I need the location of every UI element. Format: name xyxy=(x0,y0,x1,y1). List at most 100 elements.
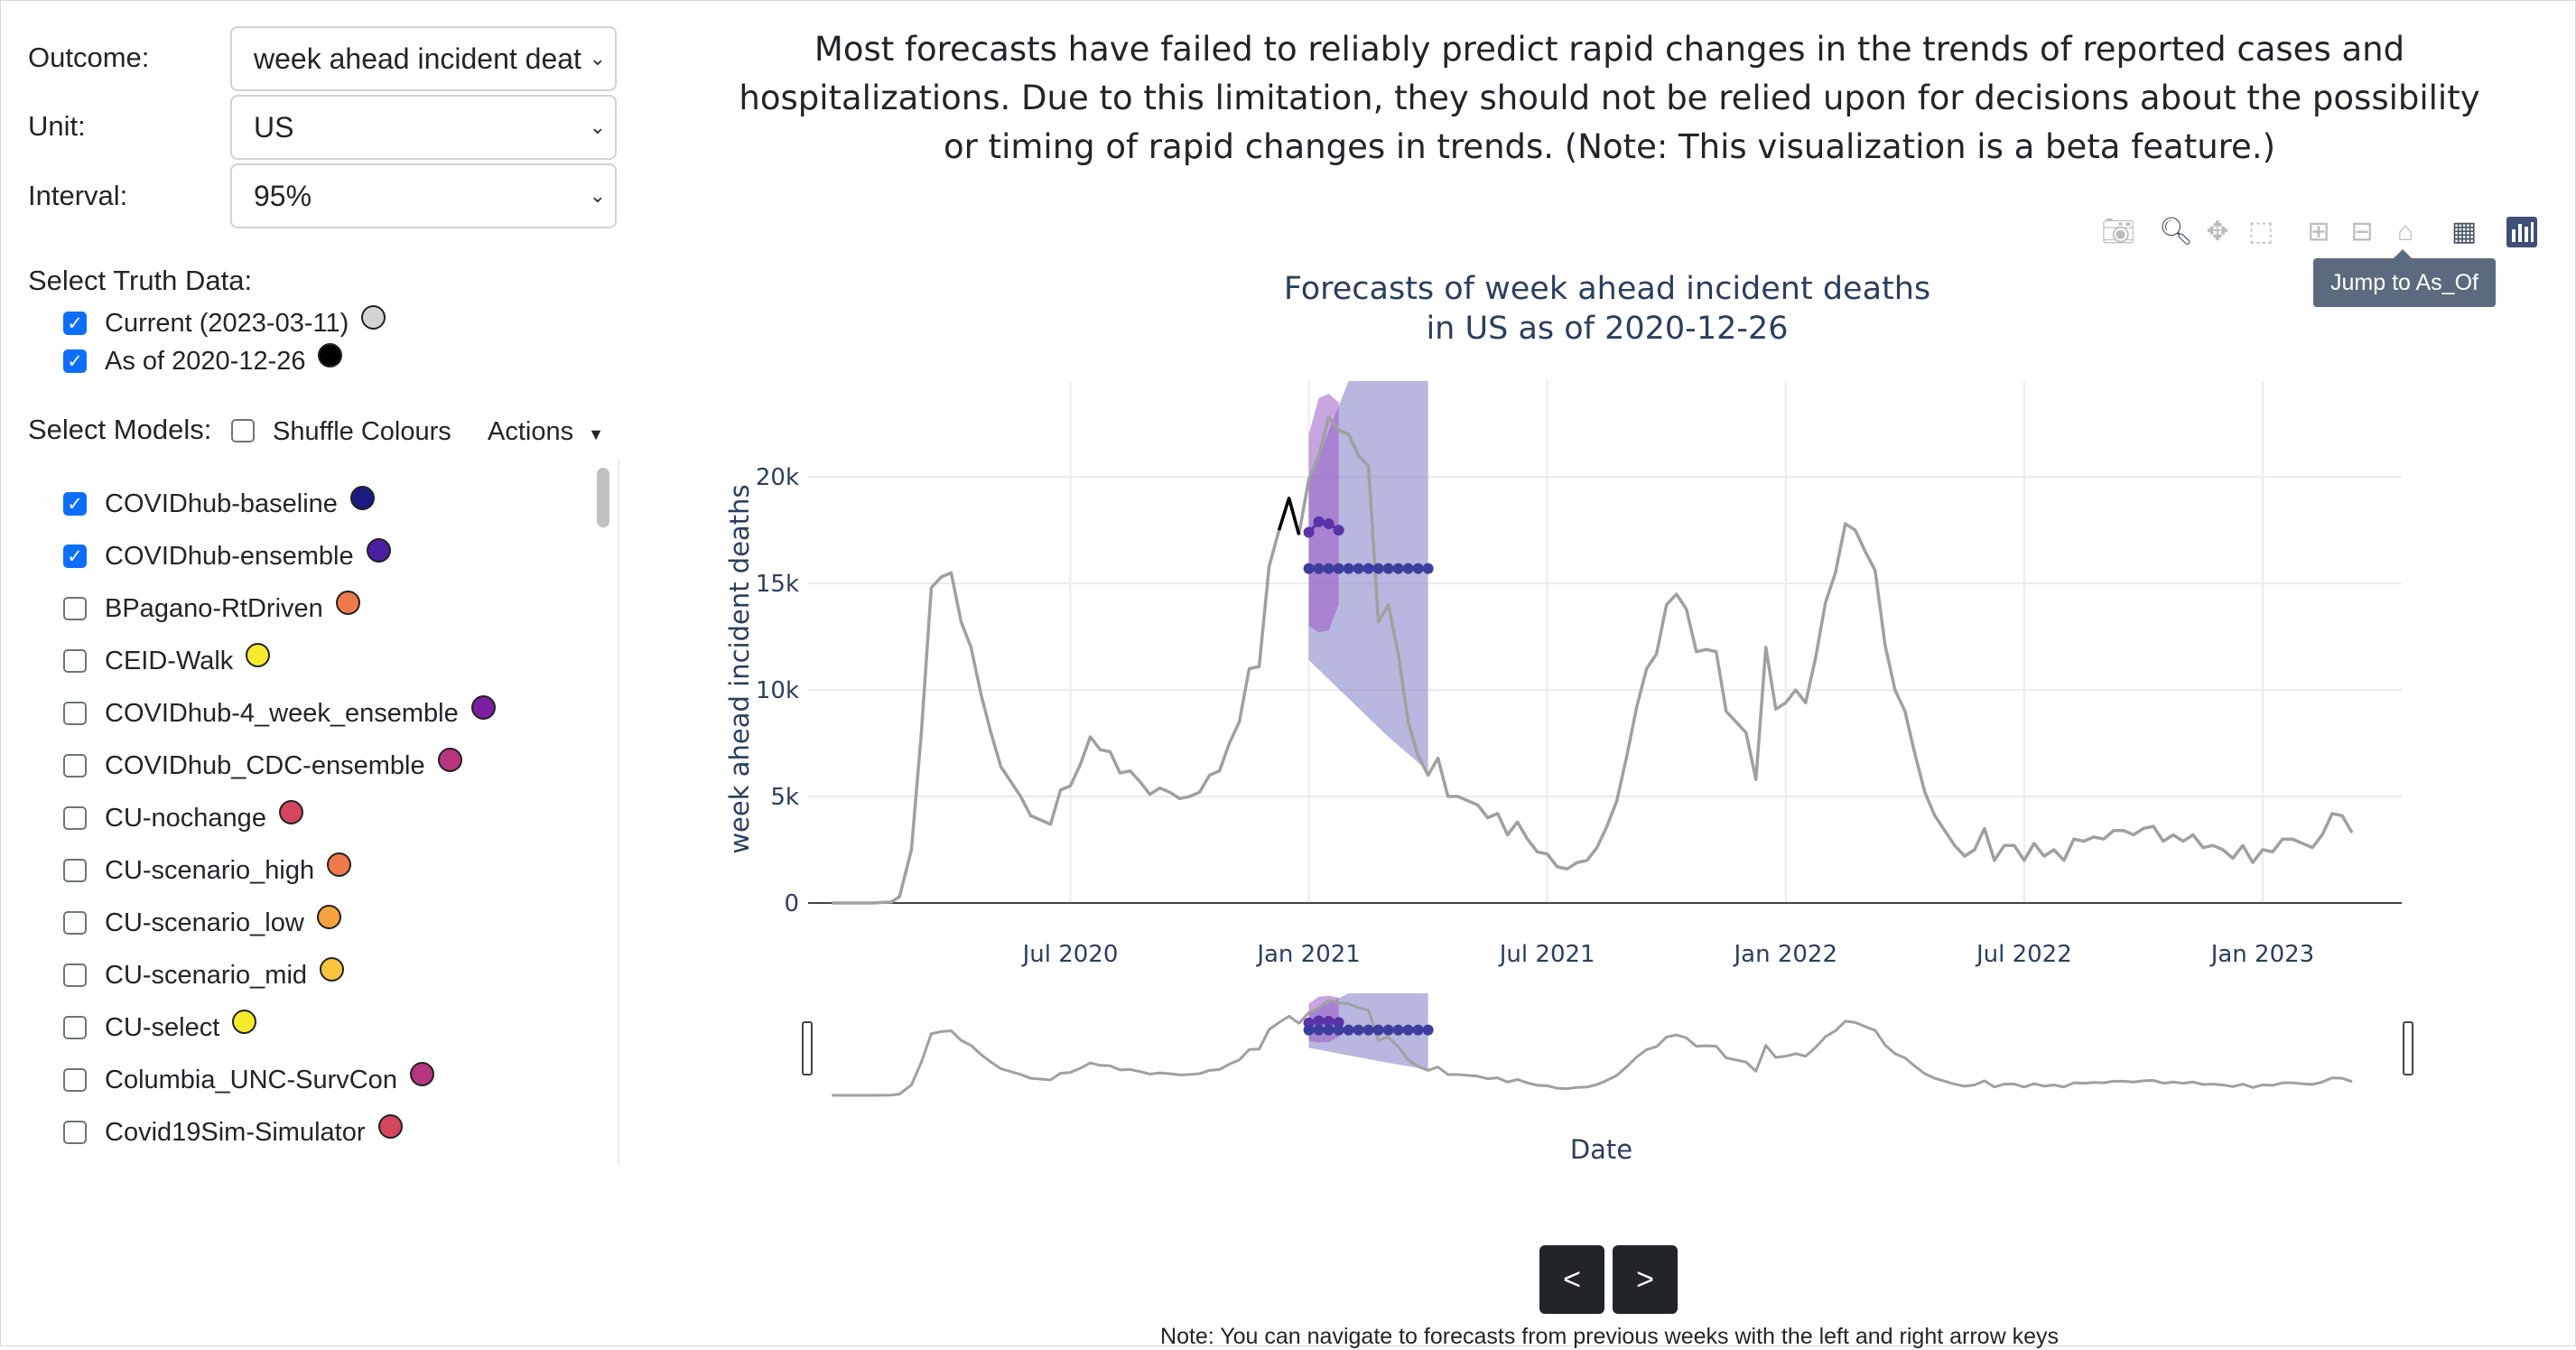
model-checkbox[interactable] xyxy=(63,1016,87,1039)
baseline-point xyxy=(1392,563,1404,574)
unit-select[interactable]: US ⌄ xyxy=(230,95,617,160)
truth-item-asof[interactable]: ✓ As of 2020-12-26 xyxy=(63,341,343,381)
plotly-logo-graphic xyxy=(2512,222,2534,242)
shuffle-colours-checkbox[interactable] xyxy=(231,419,255,442)
model-checkbox[interactable] xyxy=(63,649,87,673)
model-checkbox[interactable] xyxy=(63,1121,87,1144)
truth-checkbox-current[interactable]: ✓ xyxy=(63,312,87,335)
y-tick-label: 20k xyxy=(756,464,799,491)
slider-ensemble-point xyxy=(1323,1015,1334,1027)
model-checkbox[interactable] xyxy=(63,859,87,882)
slider-baseline-point xyxy=(1372,1024,1384,1036)
model-list-scrollbar[interactable] xyxy=(597,468,609,527)
model-checkbox[interactable] xyxy=(63,754,87,777)
model-color-dot xyxy=(246,642,271,667)
slider-baseline-point xyxy=(1313,1024,1325,1036)
baseline-point xyxy=(1422,563,1434,574)
baseline-point xyxy=(1372,563,1384,574)
model-checkbox[interactable] xyxy=(63,964,87,987)
model-color-dot xyxy=(470,694,496,720)
x-axis-title: Date xyxy=(1570,1134,1632,1165)
truth-checkbox-asof[interactable]: ✓ xyxy=(63,349,87,373)
calendar-icon[interactable]: ▦ xyxy=(2450,217,2478,247)
ensemble-point xyxy=(1303,526,1315,538)
model-color-dot xyxy=(327,852,352,877)
baseline-point xyxy=(1343,563,1354,574)
truth-line-current xyxy=(832,415,2354,905)
model-item[interactable]: CU-scenario_low xyxy=(63,903,341,943)
model-item[interactable]: CU-select xyxy=(63,1008,257,1047)
model-color-dot xyxy=(278,799,303,824)
actions-dropdown[interactable]: Actions ▼ xyxy=(488,417,604,447)
outcome-label: Outcome: xyxy=(28,42,150,73)
interval-band xyxy=(1308,394,1339,633)
baseline-point xyxy=(1382,563,1394,574)
model-checkbox[interactable] xyxy=(63,806,87,830)
range-slider-left-handle[interactable] xyxy=(802,1021,813,1075)
model-item[interactable]: COVIDhub_CDC-ensemble xyxy=(63,746,462,786)
next-week-button[interactable]: > xyxy=(1613,1245,1678,1314)
range-slider-right-handle[interactable] xyxy=(2403,1021,2413,1075)
model-color-dot xyxy=(349,485,375,510)
model-checkbox[interactable] xyxy=(63,911,87,935)
slider-truth-line xyxy=(832,999,2353,1097)
outcome-select[interactable]: week ahead incident deaths ⌄ xyxy=(230,26,617,91)
truth-color-dot-asof xyxy=(318,342,343,368)
shuffle-colours-label: Shuffle Colours xyxy=(273,417,451,446)
model-checkbox[interactable] xyxy=(63,702,87,725)
model-color-dot xyxy=(366,537,391,563)
prev-week-button[interactable]: < xyxy=(1539,1245,1604,1314)
model-item[interactable]: Covid19Sim-Simulator xyxy=(63,1113,403,1152)
camera-icon[interactable]: 📷︎ xyxy=(2101,217,2136,247)
slider-baseline-point xyxy=(1402,1024,1414,1036)
box-select-icon[interactable]: ⬚ xyxy=(2247,217,2274,247)
chevron-down-icon: ⌄ xyxy=(589,184,606,207)
model-checkbox[interactable] xyxy=(63,1068,87,1092)
x-tick-label: Jan 2021 xyxy=(1255,941,1361,968)
y-tick-label: 10k xyxy=(756,677,799,704)
x-tick-label: Jan 2022 xyxy=(1733,941,1838,968)
model-color-dot xyxy=(335,590,360,615)
truth-color-dot-current xyxy=(361,304,386,330)
slider-baseline-point xyxy=(1333,1024,1344,1036)
zoom-icon[interactable]: 🔍︎ xyxy=(2159,217,2194,247)
model-item[interactable]: CU-nochange xyxy=(63,798,303,838)
chevron-down-icon: ⌄ xyxy=(589,116,606,138)
slider-baseline-point xyxy=(1303,1024,1315,1036)
pan-icon[interactable]: ✥ xyxy=(2206,217,2229,247)
model-item[interactable]: CU-scenario_mid xyxy=(63,955,345,995)
truth-item-current[interactable]: ✓ Current (2023-03-11) xyxy=(63,303,386,343)
model-label: CU-nochange xyxy=(105,803,266,833)
model-checkbox[interactable]: ✓ xyxy=(63,492,87,516)
model-checkbox[interactable] xyxy=(63,597,87,620)
baseline-point xyxy=(1402,563,1414,574)
model-checkbox[interactable]: ✓ xyxy=(63,545,87,568)
model-item[interactable]: CU-scenario_high xyxy=(63,851,352,890)
truth-label-asof: As of 2020-12-26 xyxy=(105,346,306,376)
model-label: CU-scenario_mid xyxy=(105,960,308,990)
slider-baseline-point xyxy=(1382,1024,1394,1036)
model-label: CU-scenario_low xyxy=(105,908,304,937)
model-label: COVIDhub-4_week_ensemble xyxy=(105,698,459,728)
model-label: COVIDhub_CDC-ensemble xyxy=(105,750,425,780)
model-list[interactable]: ✓ COVIDhub-baseline ✓ COVIDhub-ensemble BPag… xyxy=(40,461,619,1163)
slider-ensemble-point xyxy=(1313,1015,1325,1027)
model-item[interactable]: BPagano-RtDriven xyxy=(63,589,360,628)
zoom-in-icon[interactable]: ⊞ xyxy=(2307,217,2330,247)
unit-label: Unit: xyxy=(28,110,86,142)
plotly-logo-icon[interactable] xyxy=(2506,217,2537,247)
home-icon[interactable]: ⌂ xyxy=(2396,217,2414,247)
forecast-chart[interactable]: 0 5k 10k 15k 20k Jul 2020 Jan 2021 Jul 2021 Jan … xyxy=(0,0,2576,1192)
ensemble-point xyxy=(1323,518,1334,530)
x-tick-label: Jul 2020 xyxy=(1021,941,1119,968)
zoom-out-icon[interactable]: ⊟ xyxy=(2350,217,2374,247)
interval-select[interactable]: 95% ⌄ xyxy=(230,163,617,228)
model-item[interactable]: COVIDhub-4_week_ensemble xyxy=(63,694,496,733)
model-item[interactable]: ✓ COVIDhub-ensemble xyxy=(63,536,391,576)
model-item[interactable]: ✓ COVIDhub-baseline xyxy=(63,484,375,524)
model-item[interactable]: CEID-Walk xyxy=(63,641,271,681)
model-item[interactable]: Columbia_UNC-SurvCon xyxy=(63,1060,434,1100)
jump-to-asof-tooltip: Jump to As_Of xyxy=(2313,249,2496,307)
model-color-dot xyxy=(320,956,345,982)
x-tick-label: Jan 2023 xyxy=(2209,941,2315,968)
